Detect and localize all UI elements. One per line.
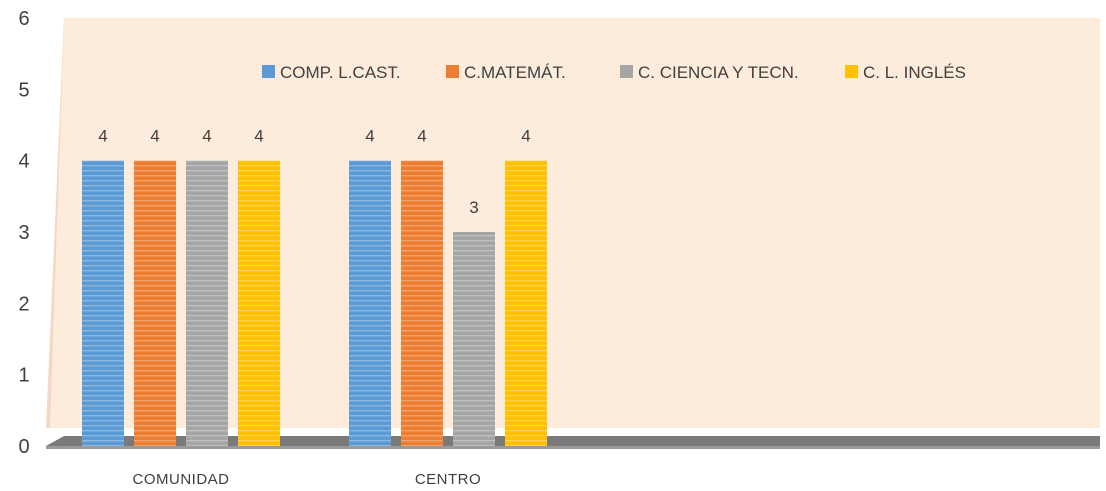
bars (82, 160, 547, 446)
data-label: 4 (98, 127, 107, 146)
legend-label: C.MATEMÁT. (464, 63, 566, 82)
y-tick-label: 3 (18, 222, 29, 244)
y-tick-label: 1 (18, 365, 29, 387)
legend-label: C. L. INGLÉS (863, 63, 966, 82)
legend-label: C. CIENCIA Y TECN. (638, 63, 799, 82)
y-tick-label: 4 (18, 151, 29, 173)
legend-label: COMP. L.CAST. (280, 63, 401, 82)
data-label: 4 (202, 127, 211, 146)
y-tick-label: 6 (18, 8, 29, 30)
data-label: 4 (150, 127, 159, 146)
data-label: 3 (469, 198, 478, 217)
bar-texture (453, 232, 495, 446)
floor (46, 436, 1100, 446)
data-labels: 4 4 4 4 4 4 3 4 (98, 127, 530, 217)
legend: COMP. L.CAST. C.MATEMÁT. C. CIENCIA Y TECN… (262, 63, 966, 82)
bar-texture (186, 160, 228, 446)
bar-texture (349, 160, 391, 446)
data-label: 4 (254, 127, 263, 146)
category-label: CENTRO (415, 471, 481, 488)
legend-swatch (845, 65, 858, 78)
y-axis: 0 1 2 3 4 5 6 (18, 8, 29, 458)
y-tick-label: 0 (18, 436, 29, 458)
data-label: 4 (521, 127, 530, 146)
floor-edge (46, 446, 1100, 449)
legend-swatch (262, 65, 275, 78)
legend-swatch (620, 65, 633, 78)
bar-texture (134, 160, 176, 446)
y-tick-label: 2 (18, 293, 29, 315)
bar-texture (401, 160, 443, 446)
bar-texture (238, 160, 280, 446)
bar-texture (82, 160, 124, 446)
plot-background (46, 18, 1100, 428)
data-label: 4 (365, 127, 374, 146)
bar-texture (505, 160, 547, 446)
legend-swatch (446, 65, 459, 78)
category-label: COMUNIDAD (133, 471, 230, 488)
y-tick-label: 5 (18, 79, 29, 101)
plot-area (46, 18, 1100, 449)
side-wall (46, 18, 64, 428)
data-label: 4 (417, 127, 426, 146)
x-axis: COMUNIDAD CENTRO (133, 471, 481, 488)
